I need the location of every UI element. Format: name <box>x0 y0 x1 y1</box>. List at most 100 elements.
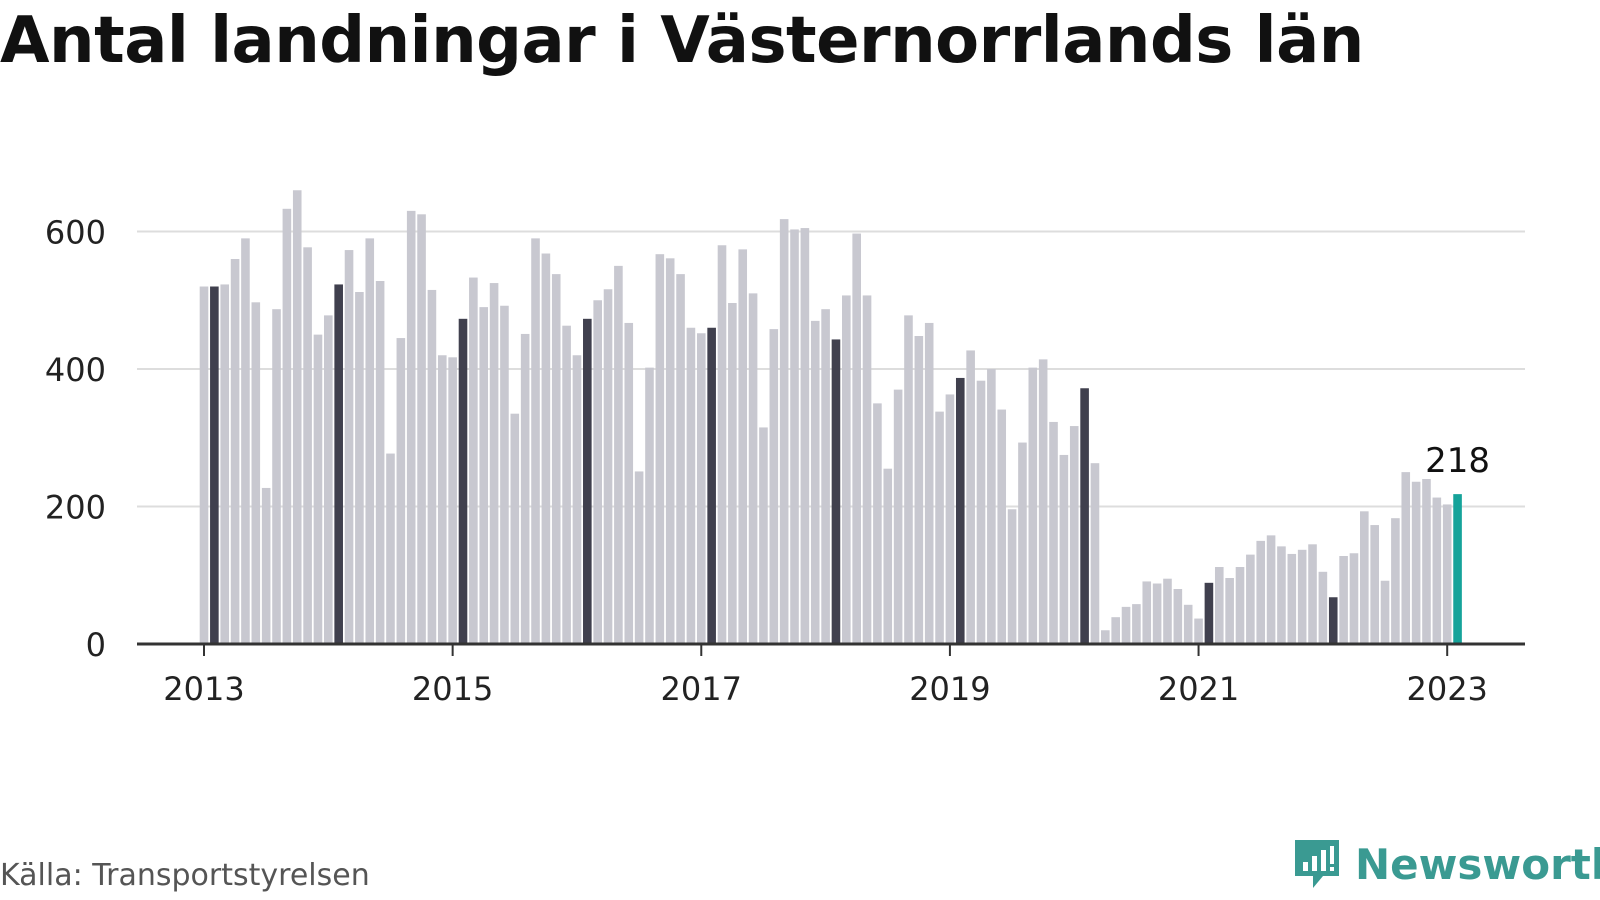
bar <box>614 265 623 644</box>
bar <box>759 427 768 644</box>
bar <box>976 380 986 644</box>
bar <box>282 208 292 644</box>
y-tick-label: 200 <box>45 489 106 527</box>
bar <box>1391 518 1400 644</box>
bar <box>790 229 799 644</box>
bar <box>831 339 841 644</box>
last-value-label: 218 <box>1425 441 1490 481</box>
newsworthy-logo-icon <box>1295 840 1339 888</box>
y-tick-label: 600 <box>45 214 106 252</box>
bar <box>510 413 520 644</box>
bar <box>1266 535 1276 644</box>
bar <box>842 295 851 644</box>
bar <box>603 289 613 644</box>
bar <box>904 315 913 644</box>
bar <box>883 468 893 644</box>
bar <box>1028 367 1038 644</box>
bar <box>997 409 1007 644</box>
bar <box>769 329 779 644</box>
bar <box>572 355 582 644</box>
bar <box>583 318 592 644</box>
source-note: Källa: Transportstyrelsen <box>0 858 370 893</box>
bar <box>852 233 861 644</box>
bar <box>634 471 644 644</box>
bar <box>1256 540 1266 644</box>
x-tick-label: 2023 <box>1406 670 1487 708</box>
bar <box>220 284 230 644</box>
bar <box>728 303 737 644</box>
bar <box>199 286 209 644</box>
bar <box>324 315 333 644</box>
bar <box>800 228 810 644</box>
bar <box>386 453 395 644</box>
bar <box>1297 549 1307 644</box>
bar <box>1173 589 1183 644</box>
bar <box>1411 481 1421 644</box>
bar <box>1069 426 1079 644</box>
bar <box>541 253 551 644</box>
bar <box>624 322 634 644</box>
bar <box>1308 544 1317 644</box>
bar <box>676 274 685 644</box>
bar <box>665 258 675 644</box>
bar <box>1246 554 1255 644</box>
bar <box>1422 479 1431 644</box>
bar <box>355 292 364 644</box>
bar <box>893 389 903 644</box>
bars <box>199 190 1462 644</box>
bar <box>427 289 437 644</box>
bar <box>1183 604 1193 644</box>
bar <box>593 300 602 644</box>
bar <box>230 259 240 644</box>
bar <box>1111 617 1120 644</box>
x-axis-labels: 2013 2015 2017 2019 2021 2023 <box>163 670 1488 708</box>
bar <box>375 281 385 644</box>
bar <box>520 333 530 644</box>
chart-title: Antal landningar i Västernorrlands län <box>0 4 1364 78</box>
bar <box>448 357 457 644</box>
bar <box>1142 581 1152 644</box>
bar <box>334 284 343 644</box>
bar <box>1049 421 1058 644</box>
bar <box>313 334 323 644</box>
bar <box>1380 580 1390 644</box>
bar <box>551 274 561 644</box>
bar <box>437 355 447 644</box>
bar <box>1225 578 1234 644</box>
annotations: 218 <box>1425 441 1490 481</box>
bar <box>489 283 499 644</box>
bar <box>365 238 375 644</box>
bar <box>500 305 509 644</box>
bar <box>562 325 571 644</box>
bar <box>1349 553 1359 644</box>
bar <box>1442 504 1452 644</box>
y-tick-label: 400 <box>45 351 106 389</box>
bar <box>1152 583 1162 644</box>
bar <box>707 327 716 644</box>
bar <box>1432 497 1442 644</box>
y-tick-label: 0 <box>86 626 106 664</box>
bar <box>810 320 820 644</box>
x-tick-label: 2013 <box>163 670 244 708</box>
bar <box>261 487 271 644</box>
bar <box>344 250 354 644</box>
bar <box>1080 388 1089 644</box>
bar <box>1059 454 1069 644</box>
bar <box>686 327 696 644</box>
bar <box>873 403 882 644</box>
bar <box>1360 511 1369 644</box>
bar <box>738 249 748 644</box>
bar <box>1121 606 1131 644</box>
bar <box>955 377 965 644</box>
bar <box>821 309 830 644</box>
bar <box>1194 618 1203 644</box>
bar <box>1018 442 1027 644</box>
bar <box>748 293 758 644</box>
bar <box>241 238 250 644</box>
bar <box>1204 582 1214 644</box>
bar <box>924 322 934 644</box>
bar <box>862 295 872 644</box>
bar <box>417 214 426 644</box>
bar <box>1277 546 1286 644</box>
